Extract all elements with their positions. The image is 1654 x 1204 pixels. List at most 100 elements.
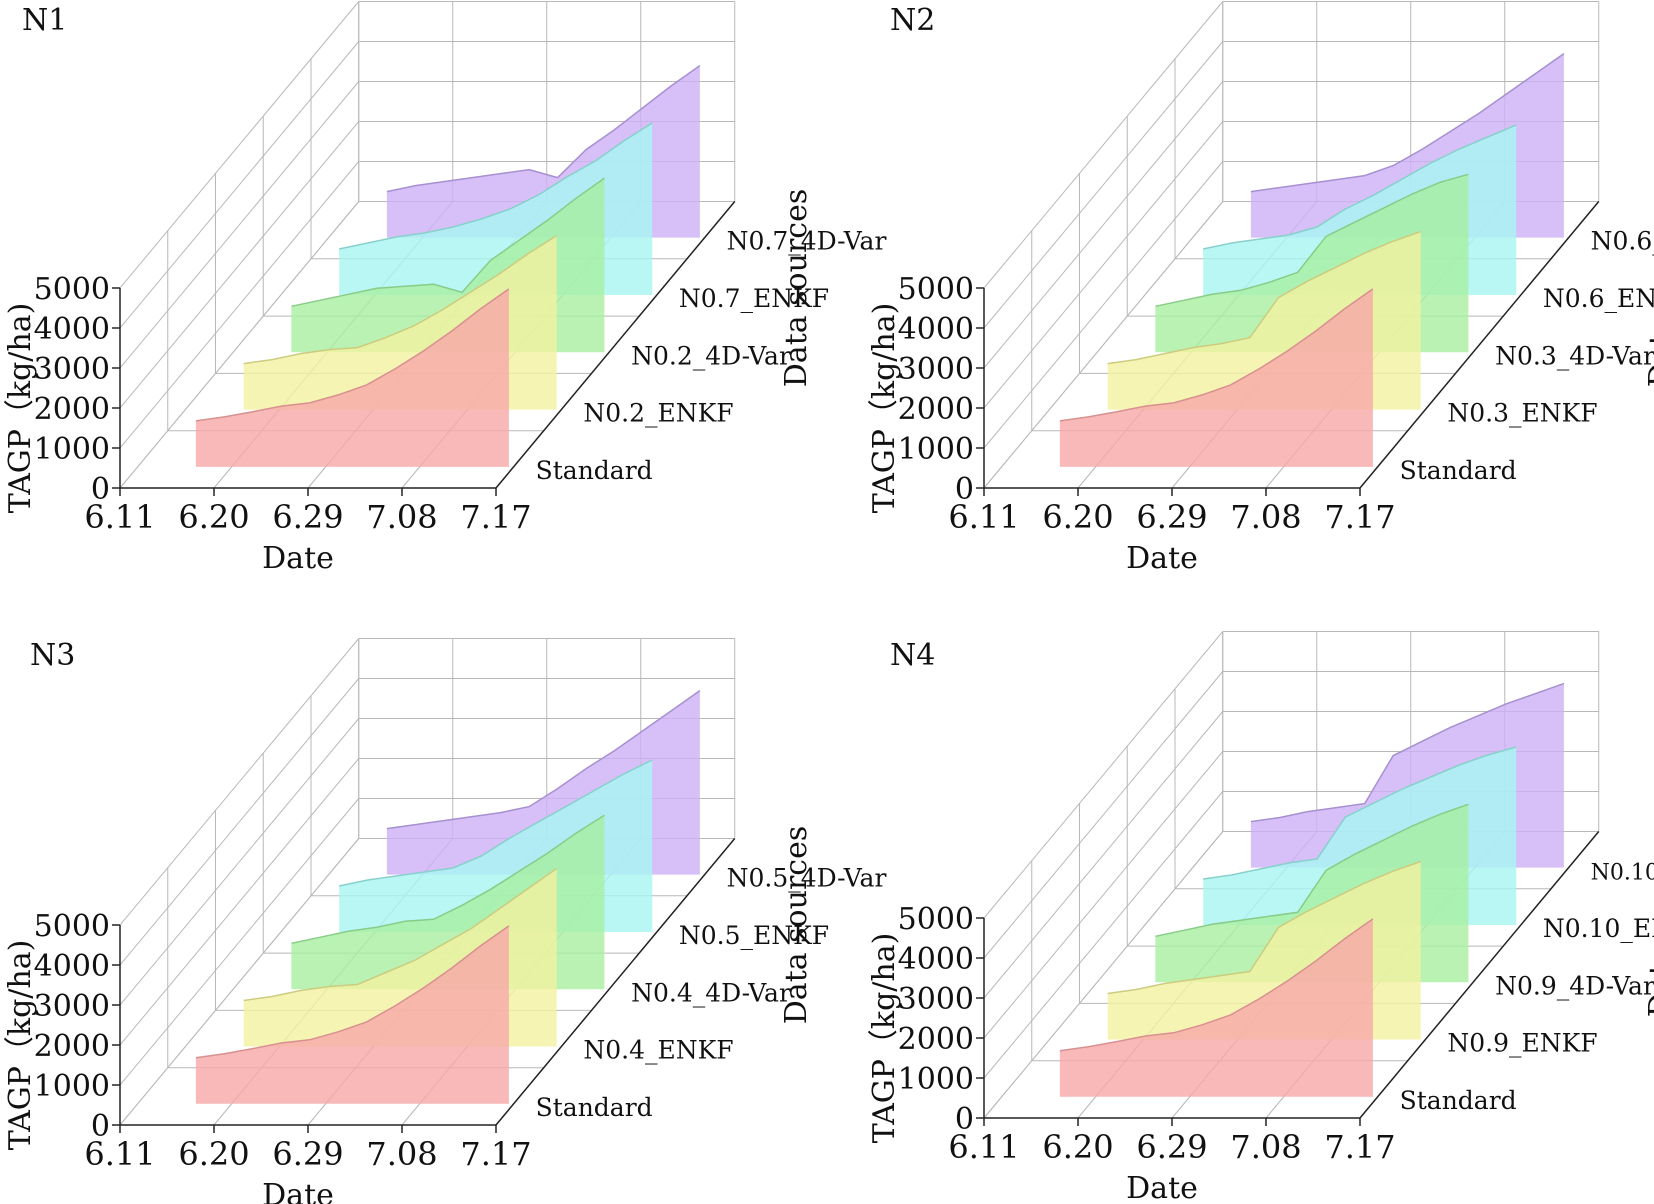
depth-axis-line bbox=[1359, 201, 1600, 489]
y-tick-label: 4000 bbox=[898, 942, 974, 977]
area-series-Standard bbox=[195, 288, 509, 467]
axes: 0 1000 2000 3000 4000 5000 6.11 6.20 6.29 7.08 7.1… bbox=[898, 831, 1600, 1166]
series-line-NO.9_4D-Var bbox=[1155, 803, 1469, 938]
y-tick-label: 1000 bbox=[34, 1069, 110, 1104]
side-wall-gridline bbox=[983, 41, 1224, 329]
series-label: Standard bbox=[536, 456, 653, 485]
x-tick-label: 6.29 bbox=[272, 498, 343, 536]
series-label: N0.9_ENKF bbox=[1447, 1029, 1597, 1058]
series-line-Standard bbox=[195, 925, 510, 1059]
y-tick-label: 1000 bbox=[898, 1062, 974, 1097]
series-label: Standard bbox=[536, 1093, 653, 1122]
series-label: N0.2_4D-Var bbox=[631, 341, 791, 370]
area-series-Standard bbox=[1059, 288, 1373, 467]
depth-axis-label: Data sources bbox=[1643, 819, 1654, 1018]
x-tick-label: 6.20 bbox=[1042, 498, 1113, 536]
series-line-NO.10_ENKF bbox=[1203, 746, 1517, 880]
series-label: N0.10_ENKF bbox=[1543, 914, 1654, 943]
series-line-NO.4_4D-Var bbox=[291, 814, 605, 945]
y-tick-label: 5000 bbox=[898, 902, 974, 937]
series-label: N0.5_4D-Var bbox=[727, 864, 887, 893]
x-tick-label: 7.17 bbox=[1324, 1128, 1395, 1166]
y-tick-label: 1000 bbox=[898, 432, 974, 467]
series-line-NO.2_ENKF bbox=[243, 234, 558, 365]
series-line-Standard bbox=[195, 288, 510, 422]
series-line-NO.5_ENKF bbox=[339, 759, 653, 887]
x-tick-label: 6.20 bbox=[1042, 1128, 1113, 1166]
panel-title: N4 bbox=[890, 638, 935, 673]
side-wall-gridline bbox=[119, 201, 360, 489]
series-line-Standard bbox=[1059, 288, 1374, 422]
side-wall-gridline bbox=[983, 1, 1224, 289]
x-tick-label: 7.08 bbox=[366, 1135, 437, 1173]
series-line-NO.6_ENKF bbox=[1203, 124, 1517, 250]
series-label: N0.5_ENKF bbox=[679, 921, 829, 950]
side-wall-gridline bbox=[983, 81, 1224, 369]
y-tick-label: 3000 bbox=[898, 982, 974, 1017]
series-label: Standard bbox=[1400, 1086, 1517, 1115]
y-tick-label: 3000 bbox=[34, 352, 110, 387]
area-series-Standard bbox=[195, 925, 509, 1104]
x-tick-label: 7.08 bbox=[366, 498, 437, 536]
series-line-NO.4_ENKF bbox=[243, 867, 558, 1002]
axes: 0 1000 2000 3000 4000 5000 6.11 6.20 6.29 7.08 7.1… bbox=[898, 201, 1600, 536]
side-wall-gridline bbox=[119, 758, 360, 1046]
series-label: N0.6_4D-Var bbox=[1591, 227, 1654, 256]
series-label: N0.6_ENKF bbox=[1543, 284, 1654, 313]
depth-axis-label: Data sources bbox=[779, 826, 814, 1025]
y-tick-label: 4000 bbox=[898, 312, 974, 347]
series-line-NO.5_4D-Var bbox=[386, 689, 701, 830]
series-label: N0.3_4D-Var bbox=[1495, 341, 1654, 370]
series-label: N0.3_ENKF bbox=[1447, 399, 1597, 428]
series-label: N0.4_ENKF bbox=[583, 1036, 733, 1065]
series-line-NO.7_4D-Var bbox=[386, 64, 701, 193]
series-line-NO.6_4D-Var bbox=[1250, 52, 1565, 193]
depth-axis-line bbox=[1359, 831, 1600, 1119]
y-tick-label: 0 bbox=[955, 472, 974, 507]
y-tick-label: 3000 bbox=[898, 352, 974, 387]
side-wall-gridline bbox=[983, 631, 1224, 919]
x-tick-label: 7.08 bbox=[1230, 1128, 1301, 1166]
x-tick-label: 6.11 bbox=[84, 1135, 155, 1173]
series-line-NO.9_ENKF bbox=[1107, 860, 1421, 995]
side-wall-gridline bbox=[983, 791, 1224, 1079]
x-tick-label: 7.17 bbox=[460, 1135, 531, 1173]
side-wall-gridline bbox=[983, 751, 1224, 1039]
x-tick-label: 6.11 bbox=[948, 498, 1019, 536]
y-axis-label: TAGP（kg/ha) bbox=[867, 933, 902, 1144]
y-tick-label: 5000 bbox=[898, 272, 974, 307]
y-tick-label: 2000 bbox=[34, 1029, 110, 1064]
side-wall-gridline bbox=[119, 718, 360, 1006]
depth-axis-line bbox=[495, 838, 736, 1126]
series-label: N0.7_4D-Var bbox=[727, 227, 887, 256]
series-line-Standard bbox=[1059, 918, 1374, 1052]
panel-title: N1 bbox=[22, 3, 67, 38]
side-wall-gridline bbox=[119, 41, 360, 329]
series-label: N0.2_ENKF bbox=[583, 399, 733, 428]
side-wall-gridline bbox=[983, 671, 1224, 959]
y-tick-label: 2000 bbox=[34, 392, 110, 427]
series-line-NO.10_4D-Var bbox=[1250, 682, 1565, 823]
axes: 0 1000 2000 3000 4000 5000 6.11 6.20 6.29 7.08 7.1… bbox=[34, 201, 736, 536]
x-tick-label: 6.11 bbox=[84, 498, 155, 536]
side-wall-gridline bbox=[983, 161, 1224, 449]
y-tick-label: 2000 bbox=[898, 392, 974, 427]
side-wall-gridline bbox=[119, 678, 360, 966]
x-tick-label: 6.20 bbox=[178, 1135, 249, 1173]
depth-axis-line bbox=[495, 201, 736, 489]
axes: 0 1000 2000 3000 4000 5000 6.11 6.20 6.29 7.08 7.1… bbox=[34, 838, 736, 1173]
y-tick-label: 5000 bbox=[34, 909, 110, 944]
chart-panel-1: N0.7_4D-Var N0.7_ENKF N0.2_4D-Var N0.2_ENKF… bbox=[3, 1, 887, 576]
x-axis-label: Date bbox=[1126, 541, 1198, 576]
x-tick-label: 6.29 bbox=[272, 1135, 343, 1173]
y-axis-label: TAGP（kg/ha) bbox=[867, 303, 902, 514]
panel-title: N3 bbox=[30, 638, 75, 673]
series-label: N0.7_ENKF bbox=[679, 284, 829, 313]
chart-panel-3: N0.5_4D-Var N0.5_ENKF N0.4_4D-Var N0.4_ENKF… bbox=[3, 638, 886, 1204]
y-tick-label: 1000 bbox=[34, 432, 110, 467]
x-axis-label: Date bbox=[262, 541, 334, 576]
panel-title: N2 bbox=[890, 3, 935, 38]
x-axis-label: Date bbox=[1126, 1171, 1198, 1204]
y-tick-label: 0 bbox=[91, 1109, 110, 1144]
